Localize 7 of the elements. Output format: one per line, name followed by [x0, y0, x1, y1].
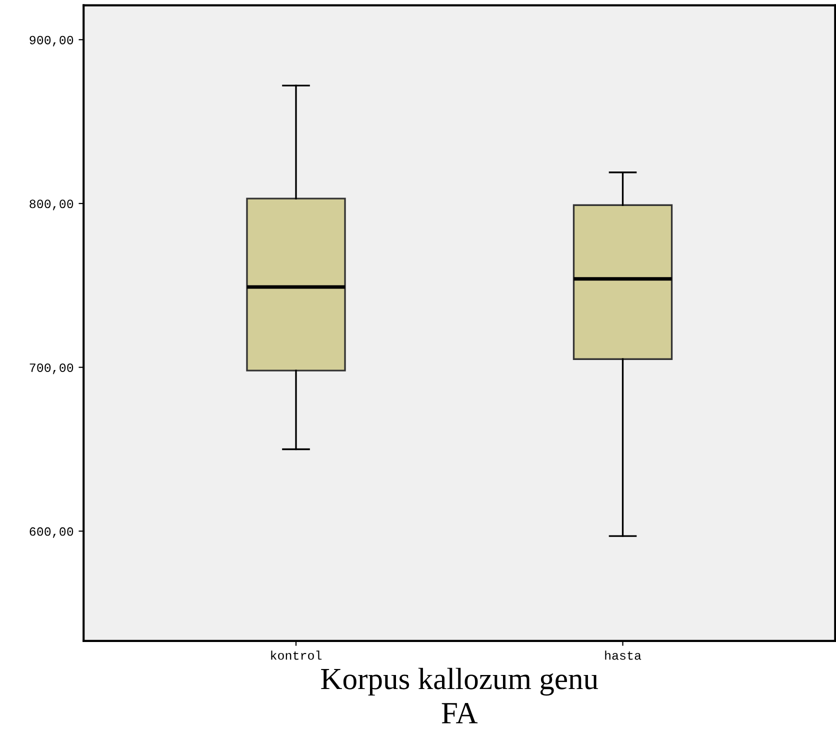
y-tick-label: 800,00: [30, 200, 74, 210]
x-axis-title: Korpus kallozum genu FA: [321, 668, 598, 724]
x-tick-label: hasta: [605, 650, 642, 660]
y-tick-label: 600,00: [30, 527, 74, 538]
y-tick-label: 700,00: [30, 363, 74, 374]
y-tick-label: 900,00: [30, 36, 74, 46]
x-tick-label: kontrol: [271, 650, 322, 660]
